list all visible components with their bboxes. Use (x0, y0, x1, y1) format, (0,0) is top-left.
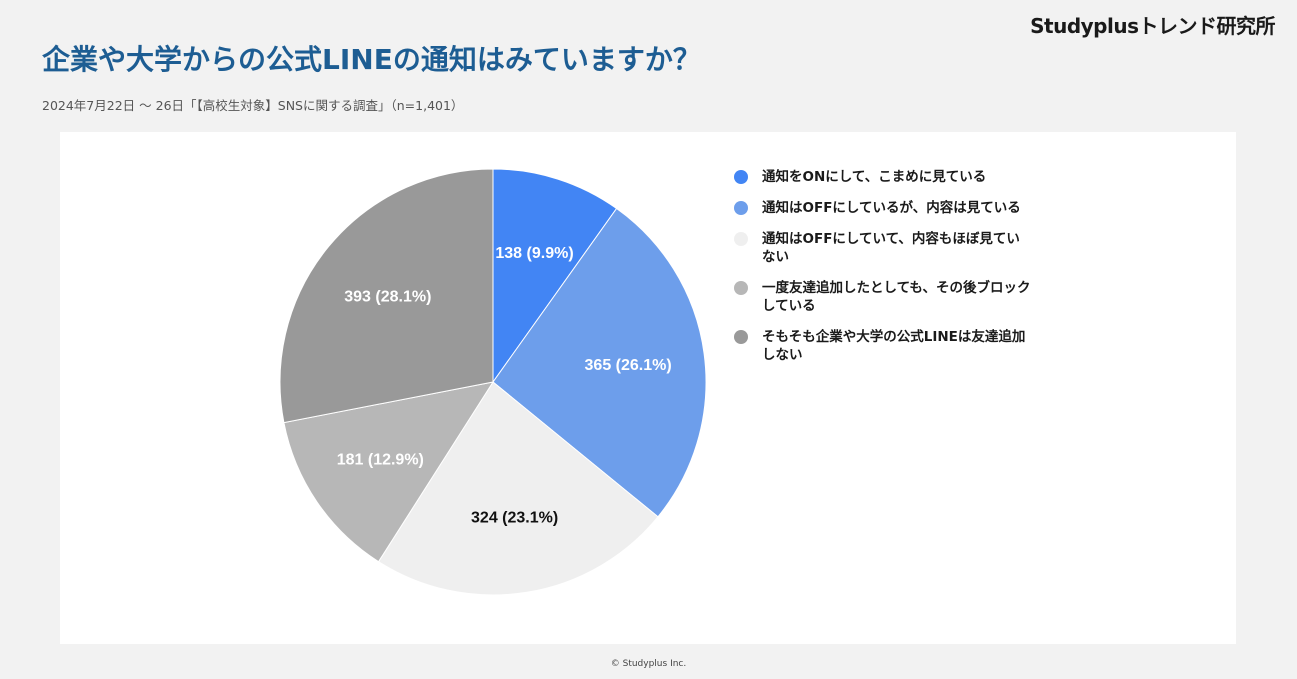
legend-label-0: 通知をONにして、こまめに見ている (762, 169, 987, 185)
legend-swatch-4 (734, 330, 748, 344)
legend-label-4: そもそも企業や大学の公式LINEは友達追加しない (762, 329, 1026, 363)
pie-chart: 138 (9.9%) 365 (26.1%) 324 (23.1%) 181 (12.… (279, 168, 707, 596)
legend-label-3: 一度友達追加したとしても、その後ブロックしている (762, 280, 1031, 314)
pie-slice-0 (492, 168, 618, 384)
chart-legend: 通知をONにして、こまめに見ている通知はOFFにしているが、内容は見ている通知は… (732, 168, 1032, 377)
pie-slice-2 (377, 381, 659, 596)
page-title: 企業や大学からの公式LINEの通知はみていますか？ (42, 43, 701, 76)
pie-slice-label-3: 181 (12.9%) (337, 452, 424, 469)
survey-subtitle: 2024年7月22日 〜 26日「【高校生対象】SNSに関する調査」（n=1,4… (42, 98, 464, 113)
legend-swatch-0 (734, 170, 748, 184)
pie-slice-3 (283, 381, 495, 563)
legend-item-3: 一度友達追加したとしても、その後ブロックしている (732, 279, 1032, 315)
brand-logo: Studyplusトレンド研究所 (1030, 14, 1275, 38)
legend-swatch-3 (734, 281, 748, 295)
legend-swatch-1 (734, 201, 748, 215)
legend-swatch-2 (734, 232, 748, 246)
legend-label-2: 通知はOFFにしていて、内容もほぼ見ていない (762, 231, 1020, 265)
legend-item-1: 通知はOFFにしているが、内容は見ている (732, 199, 1032, 217)
legend-label-1: 通知はOFFにしているが、内容は見ている (762, 200, 1021, 216)
chart-panel: 138 (9.9%) 365 (26.1%) 324 (23.1%) 181 (12.… (60, 132, 1236, 644)
pie-slice-label-2: 324 (23.1%) (471, 510, 558, 527)
pie-slice-label-4: 393 (28.1%) (344, 288, 431, 305)
pie-slice-label-1: 365 (26.1%) (585, 357, 672, 374)
legend-item-0: 通知をONにして、こまめに見ている (732, 168, 1032, 186)
pie-slice-1 (492, 207, 707, 518)
copyright-footer: © Studyplus Inc. (610, 659, 687, 669)
legend-item-2: 通知はOFFにしていて、内容もほぼ見ていない (732, 230, 1032, 266)
legend-item-4: そもそも企業や大学の公式LINEは友達追加しない (732, 328, 1032, 364)
pie-slice-label-0: 138 (9.9%) (495, 245, 573, 262)
pie-slice-4 (279, 168, 494, 424)
